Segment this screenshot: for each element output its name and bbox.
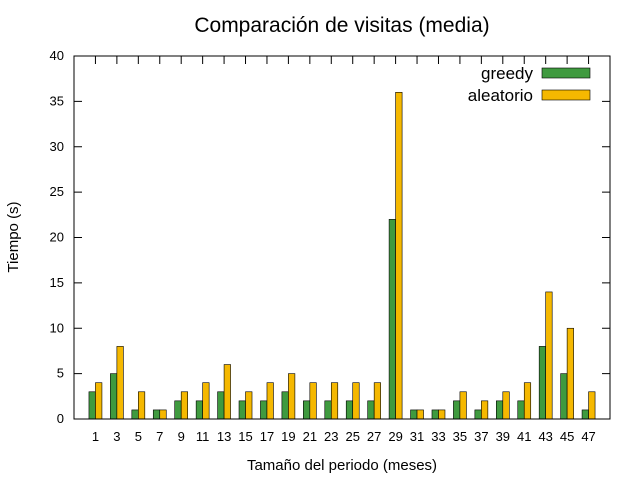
x-tick-label: 3: [113, 429, 120, 444]
bar-greedy-37: [474, 409, 482, 420]
bars: [88, 92, 596, 420]
bar-aleatorio-39: [502, 391, 510, 420]
y-tick-label: 10: [50, 320, 64, 335]
bar-aleatorio-29: [395, 92, 403, 420]
bar-aleatorio-31: [416, 409, 424, 420]
bar-greedy-27: [367, 400, 375, 420]
bar-greedy-5: [131, 409, 139, 420]
bar-greedy-35: [453, 400, 461, 420]
x-tick-label: 27: [367, 429, 381, 444]
x-tick-label: 43: [538, 429, 552, 444]
x-tick-label: 1: [92, 429, 99, 444]
bar-aleatorio-1: [95, 382, 103, 420]
x-tick-label: 31: [410, 429, 424, 444]
legend: greedy aleatorio: [468, 64, 591, 105]
bar-aleatorio-23: [330, 382, 339, 420]
x-tick-label: 23: [324, 429, 338, 444]
bar-greedy-3: [110, 373, 118, 420]
bar-aleatorio-35: [459, 391, 467, 420]
bar-aleatorio-25: [352, 382, 360, 420]
chart-title: Comparación de visitas (media): [194, 14, 489, 37]
bar-greedy-29: [388, 219, 396, 420]
bar-greedy-47: [581, 409, 589, 420]
x-tick-label: 5: [135, 429, 142, 444]
x-tick-label: 13: [217, 429, 231, 444]
bar-greedy-9: [174, 400, 182, 420]
bar-aleatorio-21: [309, 382, 317, 420]
x-tick-label: 29: [388, 429, 402, 444]
bar-aleatorio-11: [202, 382, 210, 420]
bar-greedy-15: [238, 400, 246, 420]
bar-aleatorio-5: [138, 391, 146, 420]
bar-aleatorio-19: [288, 373, 296, 420]
bar-aleatorio-33: [438, 409, 446, 420]
bar-aleatorio-13: [223, 364, 231, 420]
y-tick-label: 5: [57, 366, 64, 381]
legend-label-greedy: greedy: [481, 64, 533, 83]
bar-aleatorio-47: [588, 391, 596, 420]
bar-greedy-39: [495, 400, 504, 420]
bar-greedy-19: [281, 391, 289, 420]
bar-greedy-45: [560, 373, 568, 420]
bar-greedy-33: [431, 409, 439, 420]
legend-label-aleatorio: aleatorio: [468, 86, 533, 105]
bar-aleatorio-3: [116, 346, 124, 420]
legend-swatch-aleatorio: [541, 89, 591, 101]
y-axis-label: Tiempo (s): [5, 201, 22, 272]
x-tick-label: 35: [453, 429, 467, 444]
x-tick-label: 41: [517, 429, 531, 444]
bar-aleatorio-37: [481, 400, 489, 420]
x-tick-label: 7: [156, 429, 163, 444]
x-tick-label: 39: [496, 429, 510, 444]
x-tick-label: 25: [345, 429, 359, 444]
y-tick-label: 20: [50, 230, 64, 245]
bar-aleatorio-15: [245, 391, 253, 420]
y-tick-label: 35: [50, 93, 64, 108]
y-tick-label: 0: [57, 411, 64, 426]
x-axis-label: Tamaño del periodo (meses): [247, 457, 437, 474]
y-tick-label: 15: [50, 275, 64, 290]
bar-aleatorio-27: [373, 382, 381, 420]
y-tick-label: 30: [50, 139, 64, 154]
bar-greedy-31: [410, 409, 418, 420]
bar-greedy-21: [303, 400, 311, 420]
bar-greedy-25: [345, 400, 354, 420]
x-tick-label: 21: [303, 429, 317, 444]
y-tick-label: 25: [50, 184, 64, 199]
plot-frame: [73, 55, 611, 420]
bar-aleatorio-43: [545, 291, 553, 420]
x-tick-label: 47: [581, 429, 595, 444]
bar-greedy-17: [260, 400, 268, 420]
x-tick-label: 45: [560, 429, 574, 444]
bar-aleatorio-45: [566, 327, 574, 420]
x-tick-label: 9: [178, 429, 185, 444]
bar-aleatorio-17: [266, 382, 274, 420]
bar-aleatorio-9: [180, 391, 188, 420]
bar-aleatorio-7: [159, 409, 167, 420]
x-tick-label: 17: [260, 429, 274, 444]
bar-greedy-43: [538, 346, 546, 420]
bar-greedy-1: [88, 391, 96, 420]
bar-greedy-13: [217, 391, 225, 420]
bar-greedy-7: [152, 409, 161, 420]
x-tick-label: 37: [474, 429, 488, 444]
bar-aleatorio-41: [523, 382, 532, 420]
x-tick-label: 33: [431, 429, 445, 444]
bar-greedy-23: [324, 400, 332, 420]
bar-greedy-41: [517, 400, 525, 420]
legend-swatch-greedy: [541, 67, 591, 79]
y-tick-label: 40: [50, 48, 64, 63]
x-tick-label: 11: [196, 429, 210, 444]
x-tick-label: 19: [281, 429, 295, 444]
bar-greedy-11: [195, 400, 203, 420]
x-tick-label: 15: [238, 429, 252, 444]
